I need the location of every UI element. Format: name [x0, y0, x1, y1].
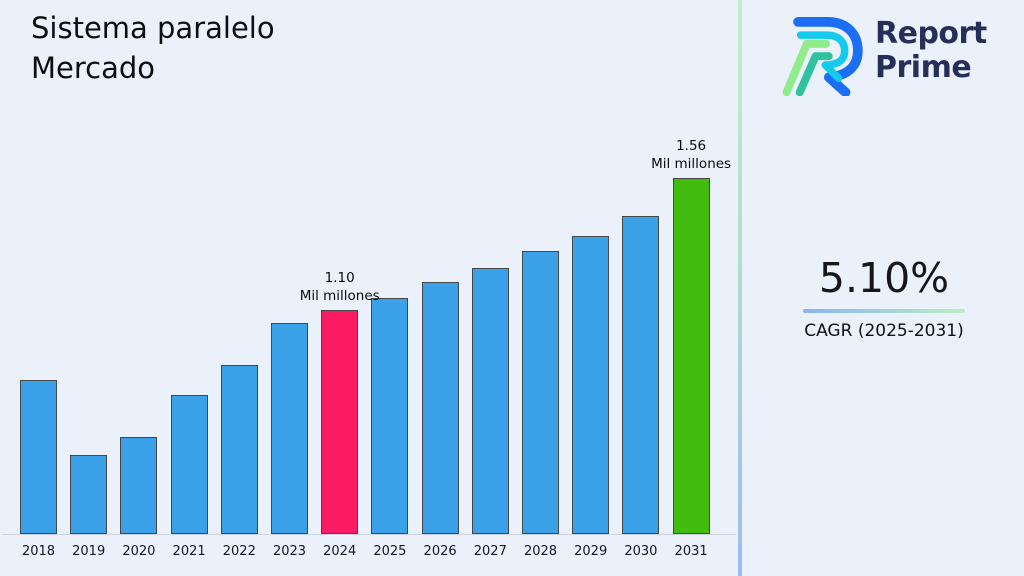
- bar-2029: [572, 236, 610, 534]
- bar-2026: [421, 282, 459, 534]
- bar-2022: [220, 365, 258, 534]
- x-axis-label-2020: 2020: [122, 544, 156, 559]
- annotation-value-2031: 1.56: [676, 138, 707, 154]
- cagr-value: 5.10%: [818, 254, 950, 302]
- bar-value-annotation-2031: 1.56 Mil millones: [626, 138, 756, 173]
- bar-2023: [271, 323, 308, 534]
- bar-2031: [672, 178, 710, 534]
- cagr-label: CAGR (2025-2031): [804, 321, 964, 341]
- x-axis-line: [2, 534, 736, 535]
- report-prime-logo-text: Report Prime: [875, 12, 987, 85]
- bar-2020: [120, 437, 158, 534]
- bar-value-annotation-2024: 1.10 Mil millones: [275, 270, 405, 305]
- bar-2027: [471, 268, 509, 534]
- bar-2028: [522, 251, 559, 534]
- x-axis-label-2025: 2025: [373, 544, 407, 559]
- annotation-value-2024: 1.10: [324, 270, 355, 286]
- page-title: Sistema paralelo Mercado: [31, 8, 275, 88]
- logo-text-line1: Report: [875, 16, 987, 51]
- x-axis-label-2028: 2028: [523, 544, 558, 559]
- bar-chart: 2018 2019 2020 2021 2022 2023 2024 2025 2026 2027…: [2, 138, 736, 559]
- bar-2021: [170, 395, 208, 534]
- bar-2025: [371, 298, 409, 534]
- bar-2018: [20, 380, 57, 534]
- x-axis-label-2027: 2027: [473, 544, 507, 559]
- bar-2019: [70, 455, 108, 534]
- cagr-block: 5.10% CAGR (2025-2031): [801, 254, 967, 341]
- x-axis-label-2023: 2023: [272, 544, 307, 559]
- x-axis-label-2018: 2018: [21, 544, 56, 559]
- x-axis-label-2022: 2022: [222, 544, 256, 559]
- annotation-unit-2031: Mil millones: [651, 155, 732, 172]
- x-axis-label-2019: 2019: [72, 544, 106, 559]
- x-axis-label-2026: 2026: [423, 544, 457, 559]
- x-axis-label-2021: 2021: [172, 544, 206, 559]
- report-prime-logo-icon: [782, 17, 863, 96]
- cagr-underline: [803, 309, 965, 313]
- vertical-divider: [738, 0, 742, 576]
- bar-2024: [321, 310, 359, 534]
- report-prime-logo: Report Prime: [776, 12, 987, 96]
- page-title-line1: Sistema paralelo: [31, 11, 275, 45]
- bar-2030: [622, 216, 660, 534]
- x-axis-label-2030: 2030: [624, 544, 658, 559]
- x-axis-label-2024: 2024: [323, 544, 357, 559]
- x-axis-label-2029: 2029: [574, 544, 608, 559]
- logo-text-line2: Prime: [875, 49, 972, 85]
- annotation-unit-2024: Mil millones: [299, 287, 380, 304]
- page-title-line2: Mercado: [31, 51, 156, 86]
- x-axis-label-2031: 2031: [674, 544, 708, 559]
